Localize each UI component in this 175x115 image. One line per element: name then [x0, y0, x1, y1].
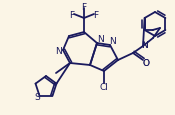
Text: F: F: [93, 10, 99, 19]
Text: N: N: [109, 37, 115, 46]
Text: N: N: [56, 46, 62, 55]
Text: S: S: [35, 93, 40, 102]
Text: O: O: [142, 58, 149, 67]
Text: N: N: [97, 35, 103, 44]
Text: F: F: [81, 3, 87, 11]
Text: N: N: [142, 40, 148, 49]
Text: N: N: [142, 40, 148, 49]
Text: Cl: Cl: [100, 83, 108, 92]
Text: O: O: [142, 58, 149, 67]
Text: F: F: [69, 10, 75, 19]
